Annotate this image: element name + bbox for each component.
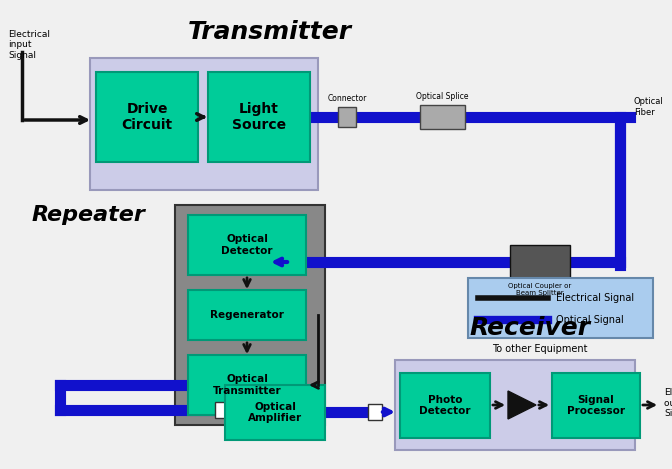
Text: Regenerator: Regenerator	[210, 310, 284, 320]
Text: Receiver: Receiver	[470, 316, 591, 340]
Text: Drive
Circuit: Drive Circuit	[122, 102, 173, 132]
Text: Electrical Signal: Electrical Signal	[556, 293, 634, 303]
Bar	[225, 385, 325, 440]
Bar	[188, 290, 306, 340]
Bar	[188, 215, 306, 275]
Text: Electrical
input
Signal: Electrical input Signal	[8, 30, 50, 60]
Polygon shape	[508, 391, 536, 419]
Text: Repeater: Repeater	[31, 205, 145, 225]
Bar	[215, 402, 230, 418]
Bar	[96, 72, 198, 162]
Text: To other Equipment: To other Equipment	[493, 344, 588, 354]
Text: Photo
Detector: Photo Detector	[419, 395, 471, 416]
Text: Optical Signal: Optical Signal	[556, 315, 624, 325]
Text: Electrical
out put
Signal: Electrical out put Signal	[664, 388, 672, 418]
Bar	[510, 245, 570, 280]
Text: Optical
Transmitter: Optical Transmitter	[212, 374, 282, 396]
Text: Connector: Connector	[327, 94, 367, 103]
Bar	[175, 205, 325, 425]
Text: Optical
Fiber: Optical Fiber	[634, 97, 664, 117]
Text: Signal
Processor: Signal Processor	[567, 395, 625, 416]
Bar	[420, 105, 465, 129]
Bar	[468, 278, 653, 338]
Text: Optical
Detector: Optical Detector	[221, 234, 273, 256]
Bar	[400, 373, 490, 438]
Bar	[90, 58, 318, 190]
Text: Light
Source: Light Source	[232, 102, 286, 132]
Text: Optical
Amplifier: Optical Amplifier	[248, 402, 302, 424]
Bar	[255, 254, 270, 270]
Bar	[188, 355, 306, 415]
Bar	[338, 107, 356, 127]
Text: Transmitter: Transmitter	[188, 20, 352, 44]
Bar	[395, 360, 635, 450]
Bar	[368, 404, 382, 420]
Bar	[208, 72, 310, 162]
Text: Optical Coupler or
Beam Splitter: Optical Coupler or Beam Splitter	[509, 283, 572, 296]
Bar	[552, 373, 640, 438]
Text: Optical Splice: Optical Splice	[416, 92, 468, 101]
